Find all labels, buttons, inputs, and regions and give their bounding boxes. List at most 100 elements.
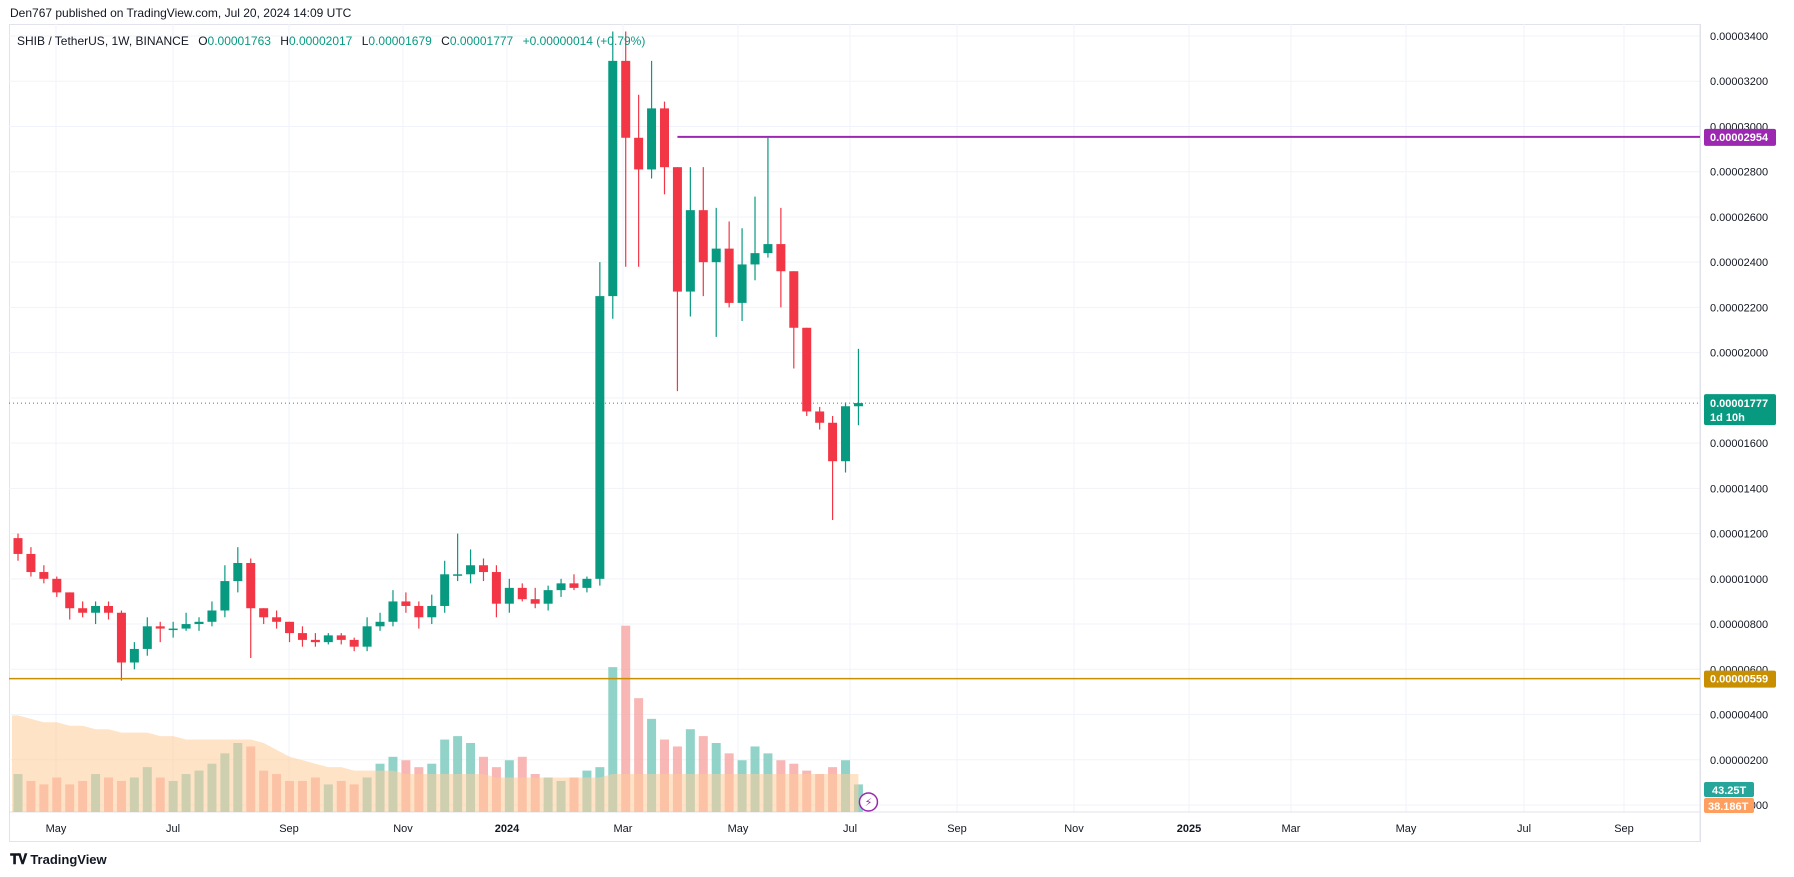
- candle-body: [104, 605, 114, 613]
- candle-body: [711, 248, 721, 263]
- volume-tag: 43.25T: [1712, 785, 1747, 797]
- candle-body: [91, 605, 101, 613]
- candle-body: [310, 639, 320, 643]
- candle-body: [336, 635, 346, 640]
- candle-body: [543, 590, 553, 604]
- x-tick-label: Mar: [1282, 823, 1301, 835]
- y-tick-label: 0.00000800: [1710, 619, 1768, 631]
- countdown-tag: 1d 10h: [1710, 412, 1745, 424]
- candle-body: [595, 296, 605, 579]
- candle-body: [168, 628, 178, 631]
- x-tick-label: 2024: [495, 823, 520, 835]
- support-price-tag: 0.00000559: [1710, 674, 1768, 686]
- candle-body: [323, 635, 333, 643]
- candle-body: [52, 578, 62, 593]
- candle-body: [26, 553, 36, 573]
- volume-tag-bg: [1704, 782, 1754, 797]
- candle-body: [13, 538, 23, 554]
- x-tick-label: May: [728, 823, 749, 835]
- candle-body: [647, 108, 657, 170]
- candle-body: [349, 639, 359, 647]
- candle-body: [841, 406, 851, 462]
- candle-body: [815, 411, 825, 423]
- y-tick-label: 0.00003200: [1710, 76, 1768, 88]
- candle-body: [789, 271, 799, 328]
- x-tick-label: May: [1396, 823, 1417, 835]
- candle-body: [297, 633, 307, 640]
- volume-bar: [621, 625, 631, 812]
- candle-body: [401, 601, 411, 606]
- candle-body: [65, 592, 75, 609]
- y-tick-label: 0.00001000: [1710, 574, 1768, 586]
- x-tick-label: May: [46, 823, 67, 835]
- candle-body: [504, 587, 514, 604]
- candle-body: [621, 60, 631, 138]
- y-tick-label: 0.00000200: [1710, 755, 1768, 767]
- last-price-tag: 0.00001777: [1710, 398, 1768, 410]
- y-tick-label: 0.00001400: [1710, 483, 1768, 495]
- x-tick-label: Jul: [843, 823, 857, 835]
- resistance-price-tag: 0.00002954: [1710, 132, 1769, 144]
- y-tick-label: 0.00002800: [1710, 167, 1768, 179]
- candle-body: [78, 608, 88, 613]
- legend-symbol: SHIB / TetherUS, 1W, BINANCE: [17, 34, 189, 48]
- candle-body: [660, 108, 669, 168]
- candle-body: [155, 626, 165, 629]
- candle-body: [414, 605, 424, 618]
- candle-body: [556, 583, 566, 591]
- candle-body: [362, 626, 372, 647]
- candle-body: [440, 574, 450, 606]
- x-tick-label: Sep: [279, 823, 299, 835]
- candle-body: [142, 626, 152, 649]
- candle-body: [246, 562, 256, 609]
- candle-body: [181, 624, 191, 629]
- x-tick-label: Jul: [1517, 823, 1531, 835]
- volume-ma-tag-bg: [1704, 798, 1754, 813]
- x-tick-label: Nov: [393, 823, 413, 835]
- x-tick-label: Jul: [166, 823, 180, 835]
- candle-body: [39, 572, 49, 579]
- candle-body: [427, 605, 437, 618]
- x-tick-label: Nov: [1064, 823, 1084, 835]
- candle-body: [207, 610, 217, 622]
- y-tick-label: 0.00002600: [1710, 212, 1768, 224]
- volume-bar: [685, 729, 695, 812]
- legend-open: 0.00001763: [207, 34, 271, 48]
- candle-body: [569, 583, 579, 588]
- candle-body: [259, 608, 269, 618]
- candle-body: [776, 244, 786, 272]
- candle-body: [491, 572, 501, 604]
- legend-close: 0.00001777: [449, 34, 514, 48]
- legend-high-label: H: [280, 34, 289, 48]
- candle-body: [582, 578, 592, 588]
- x-tick-label: Mar: [614, 823, 633, 835]
- candle-body: [685, 210, 695, 292]
- candle-body: [194, 621, 204, 625]
- candle-body: [272, 617, 282, 622]
- candle-body: [517, 587, 527, 600]
- legend-change: +0.00000014 (+0.79%): [522, 34, 646, 48]
- tradingview-footer[interactable]: 𝐓𝐕 TradingView: [10, 851, 107, 868]
- candle-body: [466, 565, 476, 575]
- flash-icon: [858, 792, 879, 812]
- legend-low: 0.00001679: [368, 34, 432, 48]
- candle-body: [116, 612, 126, 663]
- volume-bar: [608, 667, 618, 812]
- candle-body: [737, 264, 747, 303]
- y-tick-label: 0.00002400: [1710, 257, 1768, 269]
- x-tick-label: 2025: [1177, 823, 1201, 835]
- y-tick-label: 0.00001600: [1710, 438, 1768, 450]
- y-tick-label: 0.00001200: [1710, 529, 1768, 541]
- y-tick-label: 0.00000400: [1710, 710, 1768, 722]
- tradingview-logo-icon: 𝐓𝐕: [10, 851, 27, 867]
- y-tick-label: 0.00002200: [1710, 302, 1768, 314]
- candle-body: [724, 248, 734, 303]
- ohlc-legend: SHIB / TetherUS, 1W, BINANCE O0.00001763…: [17, 34, 645, 48]
- candle-body: [608, 60, 618, 297]
- candle-body: [285, 621, 295, 634]
- volume-ma-area: [12, 715, 859, 812]
- last-price-tag-bg: [1704, 394, 1776, 426]
- candle-body: [220, 581, 230, 611]
- legend-high: 0.00002017: [288, 34, 353, 48]
